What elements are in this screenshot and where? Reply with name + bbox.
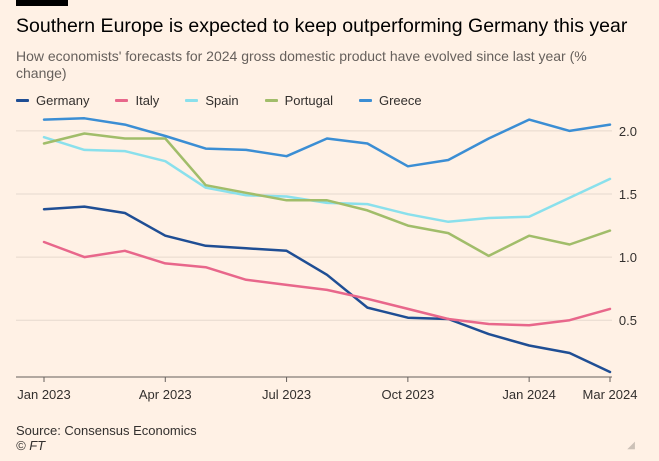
chart-subtitle: How economists' forecasts for 2024 gross… bbox=[16, 48, 587, 81]
legend-swatch-greece bbox=[358, 98, 372, 102]
series-line-italy bbox=[42, 240, 612, 327]
legend: Germany Italy Spain Portugal Greece bbox=[16, 92, 448, 108]
legend-label-spain: Spain bbox=[205, 92, 239, 108]
legend-label-greece: Greece bbox=[378, 92, 422, 108]
x-tick-label-6: Jul 2023 bbox=[262, 387, 311, 402]
source-note: Source: Consensus Economics bbox=[16, 423, 197, 438]
y-tick-label-1.0: 1.0 bbox=[619, 250, 637, 265]
series-line-germany bbox=[42, 205, 612, 374]
series-line-portugal bbox=[42, 132, 612, 258]
y-tick-label-0.5: 0.5 bbox=[619, 313, 637, 328]
legend-swatch-spain bbox=[185, 98, 199, 102]
legend-item-spain: Spain bbox=[185, 92, 239, 108]
legend-swatch-germany bbox=[16, 98, 29, 102]
x-tick-label-0: Jan 2023 bbox=[17, 387, 71, 402]
legend-item-portugal: Portugal bbox=[264, 92, 333, 108]
legend-label-italy: Italy bbox=[135, 92, 160, 108]
resize-grip-icon: ◢ bbox=[627, 440, 635, 451]
series-line-greece bbox=[42, 117, 612, 168]
ft-top-bar bbox=[16, 0, 68, 6]
x-tick-label-3: Apr 2023 bbox=[139, 387, 192, 402]
x-tick-label-9: Oct 2023 bbox=[381, 387, 434, 402]
x-tick-label-14: Mar 2024 bbox=[583, 387, 638, 402]
legend-swatch-italy bbox=[115, 98, 129, 102]
y-tick-label-1.5: 1.5 bbox=[619, 187, 637, 202]
legend-label-germany: Germany bbox=[36, 92, 90, 108]
legend-item-greece: Greece bbox=[358, 92, 422, 108]
legend-swatch-portugal bbox=[264, 98, 278, 102]
legend-item-italy: Italy bbox=[115, 93, 159, 108]
chart-title: Southern Europe is expected to keep outp… bbox=[16, 15, 628, 37]
x-tick-label-12: Jan 2024 bbox=[502, 387, 556, 402]
series-line-spain bbox=[42, 135, 612, 224]
legend-item-germany: Germany bbox=[16, 93, 89, 108]
y-tick-label-2.0: 2.0 bbox=[619, 124, 637, 139]
ft-credit: © FT bbox=[16, 438, 46, 453]
legend-label-portugal: Portugal bbox=[284, 92, 333, 108]
